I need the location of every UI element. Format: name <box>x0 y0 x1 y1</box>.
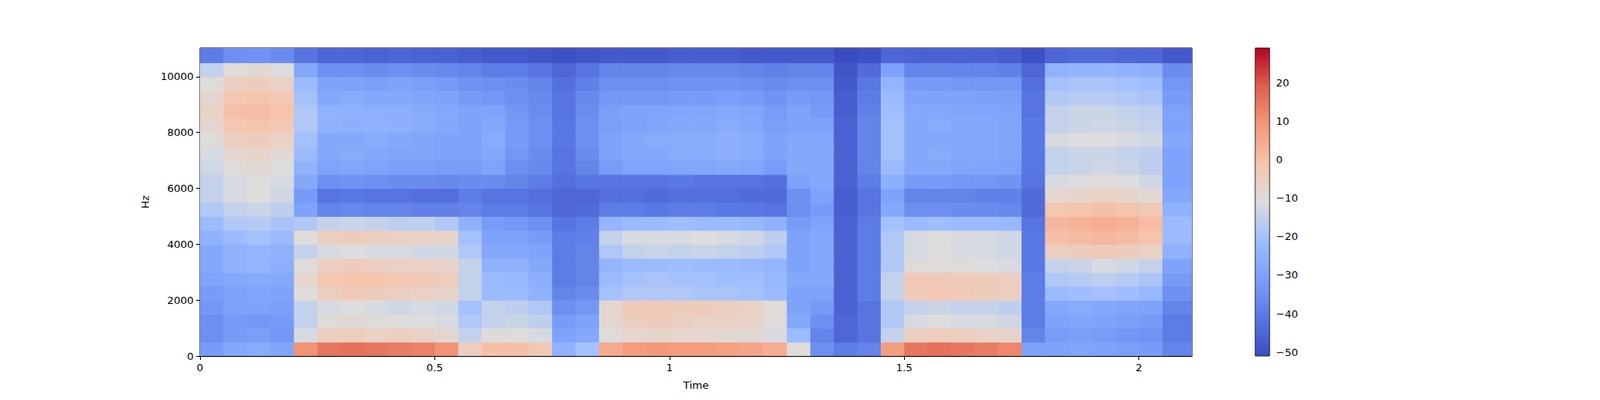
svg-text:8000: 8000 <box>167 126 194 139</box>
svg-text:−10: −10 <box>1276 192 1298 204</box>
svg-text:−40: −40 <box>1276 308 1298 320</box>
svg-text:2: 2 <box>1136 361 1143 374</box>
svg-text:−20: −20 <box>1276 230 1298 243</box>
svg-text:0: 0 <box>196 361 204 374</box>
svg-text:4000: 4000 <box>167 238 194 251</box>
svg-text:−30: −30 <box>1276 268 1298 281</box>
svg-text:2000: 2000 <box>167 294 194 307</box>
svg-text:10000: 10000 <box>160 70 194 83</box>
svg-text:0: 0 <box>1276 153 1283 166</box>
svg-text:1.5: 1.5 <box>896 361 913 374</box>
svg-text:0: 0 <box>187 350 194 363</box>
svg-text:6000: 6000 <box>167 182 194 195</box>
svg-text:10: 10 <box>1276 115 1290 128</box>
svg-text:20: 20 <box>1276 76 1290 89</box>
svg-text:Hz: Hz <box>139 195 152 209</box>
svg-text:1: 1 <box>666 361 673 374</box>
svg-text:Time: Time <box>682 379 709 392</box>
svg-text:−50: −50 <box>1276 346 1298 359</box>
svg-text:0.5: 0.5 <box>426 361 444 374</box>
